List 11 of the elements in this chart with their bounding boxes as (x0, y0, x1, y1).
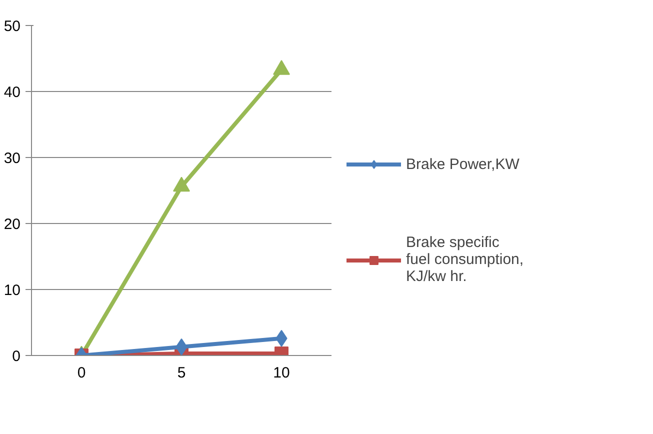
y-tick-label: 50 (4, 18, 21, 35)
y-tick-label: 10 (4, 282, 21, 299)
y-tick-label: 0 (12, 348, 20, 365)
y-tick-label: 40 (4, 84, 21, 101)
legend-label: Brake specific fuel consumption, KJ/kw hr. (406, 234, 524, 285)
x-tick-label: 10 (273, 364, 290, 382)
y-tick-label: 20 (4, 216, 21, 233)
y-tick-label: 30 (4, 150, 21, 167)
x-tick-label: 0 (77, 364, 86, 382)
x-tick-label: 5 (177, 364, 186, 382)
legend-label: Brake Power,KW (406, 156, 520, 172)
